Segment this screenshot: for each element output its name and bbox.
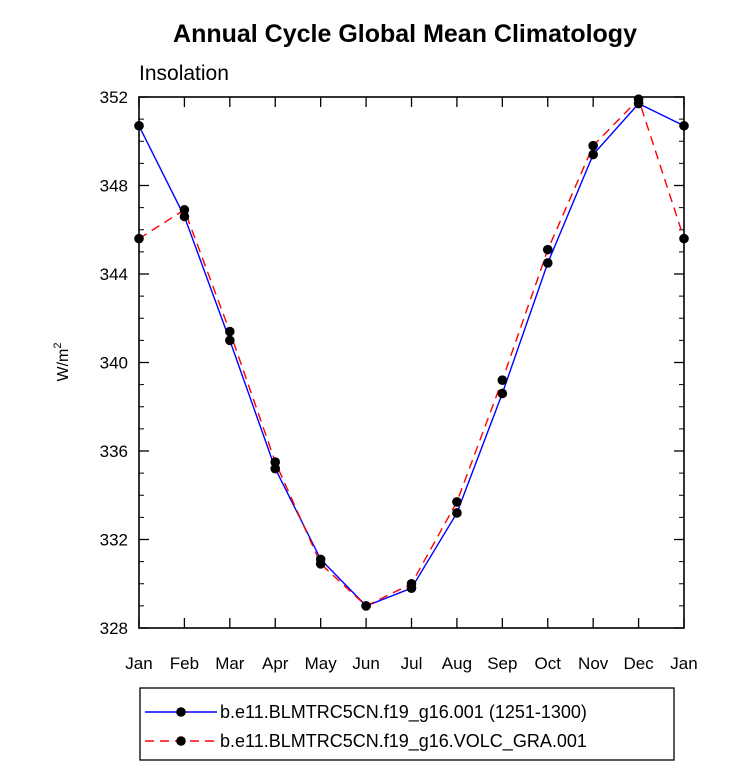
legend-marker-1 (176, 707, 186, 717)
y-axis-label: W/m2 (52, 343, 72, 382)
y-axis-label-superscript: 2 (52, 343, 64, 349)
legend-marker-2 (176, 736, 186, 746)
legend-label-1: b.e11.BLMTRC5CN.f19_g16.001 (1251-1300) (220, 702, 587, 723)
y-tick-label: 336 (100, 442, 128, 461)
chart-title: Annual Cycle Global Mean Climatology (173, 20, 637, 48)
x-tick-label: Jun (352, 654, 379, 673)
series-1-point (542, 258, 553, 268)
series-2-point (497, 375, 508, 386)
series-2-point (315, 559, 326, 569)
axis-labels-group: 328 332 336 340 344 348 352 Jan Feb Mar Apr May Jun J… (100, 88, 698, 673)
x-tick-label: Sep (487, 654, 517, 673)
series-2-point (633, 94, 644, 105)
x-tick-label: Jan (125, 654, 152, 673)
series-layer (134, 94, 689, 611)
series-2-point (406, 578, 417, 589)
series-1-point (270, 463, 281, 474)
series-line-2 (138, 97, 685, 607)
y-axis-label-base: W/m (55, 349, 72, 382)
series-1-point (497, 388, 508, 399)
x-tick-label: May (305, 654, 338, 673)
axis-ticks-group (138, 96, 685, 629)
series-2-point (179, 205, 190, 215)
plot-frame (138, 96, 685, 629)
series-1-point (452, 508, 462, 518)
x-tick-label: Dec (623, 654, 654, 673)
legend-label-2: b.e11.BLMTRC5CN.f19_g16.VOLC_GRA.001 (220, 731, 587, 752)
series-2-point (270, 457, 281, 467)
series-line-1 (138, 102, 685, 607)
series-1-point (588, 149, 598, 160)
chart-subtitle: Insolation (139, 62, 229, 85)
y-tick-label: 344 (100, 265, 128, 284)
legend-box (139, 687, 675, 761)
y-tick-label: 348 (100, 177, 128, 196)
series-2-point (452, 497, 462, 507)
series-1-point (179, 211, 190, 222)
legend: b.e11.BLMTRC5CN.f19_g16.001 (1251-1300) b… (139, 687, 675, 761)
x-tick-label: Oct (535, 654, 562, 673)
x-tick-label: Nov (578, 654, 609, 673)
x-tick-label: Apr (262, 654, 289, 673)
x-tick-label: Feb (170, 654, 199, 673)
x-tick-label: Jan (670, 654, 697, 673)
series-2-point (225, 326, 235, 337)
y-tick-label: 328 (100, 619, 128, 638)
y-tick-label: 352 (100, 88, 128, 107)
series-1-point (225, 335, 235, 346)
series-2-point (542, 244, 553, 255)
y-tick-label: 332 (100, 531, 128, 550)
series-2-point (361, 601, 371, 611)
x-tick-label: Mar (215, 654, 245, 673)
series-2-point (588, 140, 598, 151)
y-tick-label: 340 (100, 354, 128, 373)
x-tick-label: Jul (401, 654, 423, 673)
x-tick-label: Aug (442, 654, 472, 673)
